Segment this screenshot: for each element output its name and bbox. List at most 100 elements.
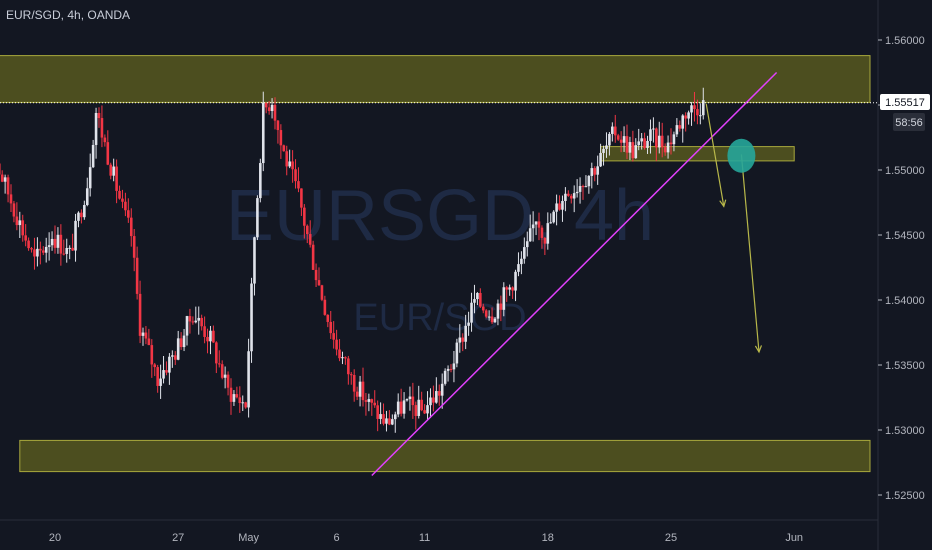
candle-body — [643, 138, 646, 148]
candle-body — [364, 400, 368, 402]
candle-body — [288, 161, 291, 167]
time-axis[interactable]: 20 27 May 6 11 18 25 Jun — [49, 532, 803, 544]
candle-body — [65, 247, 69, 254]
candle-body — [12, 203, 16, 217]
candle-body — [693, 105, 696, 110]
candle-body — [21, 220, 25, 236]
candle-body — [124, 201, 127, 211]
zone-support — [19, 439, 871, 473]
candle-body — [528, 228, 532, 242]
candle-body — [684, 115, 687, 119]
candle-body — [103, 137, 107, 143]
candle-body — [663, 147, 667, 153]
candle-body — [203, 326, 206, 337]
candle-body — [681, 115, 685, 129]
candle-body — [414, 405, 418, 416]
candle-body — [602, 148, 605, 153]
time-tick-label: Jun — [785, 532, 803, 544]
candle-body — [440, 383, 444, 396]
candle-body — [0, 174, 4, 182]
candle-body — [699, 115, 702, 117]
candle-body — [197, 317, 201, 321]
candle-body — [455, 342, 459, 364]
candle-body — [520, 258, 523, 265]
candle-body — [537, 221, 541, 228]
candle-body — [405, 399, 409, 401]
candle-body — [127, 210, 130, 218]
candle-body — [264, 102, 268, 108]
projection-arrow-1 — [705, 103, 725, 207]
candle-body — [376, 405, 379, 419]
candle-body — [349, 374, 353, 376]
candle-body — [613, 126, 617, 136]
candle-body — [156, 367, 159, 386]
candle-body — [232, 394, 236, 402]
candle-body — [543, 237, 547, 244]
candle-body — [523, 247, 526, 259]
candle-body — [388, 418, 391, 425]
candle-body — [115, 166, 118, 191]
candle-body — [584, 186, 588, 188]
candle-body — [109, 164, 113, 176]
candle-body — [420, 399, 423, 411]
candle-body — [56, 234, 60, 248]
candle-body — [15, 216, 19, 226]
price-tick-label: 1.53500 — [885, 360, 925, 372]
candle-body — [100, 118, 104, 138]
candle-body — [335, 339, 338, 350]
candle-body — [9, 194, 13, 204]
candle-body — [270, 104, 274, 112]
candle-body — [531, 224, 535, 229]
candle-body — [179, 338, 183, 348]
candle-body — [247, 351, 250, 408]
candle-body — [470, 302, 473, 323]
projection-arrowhead-1 — [719, 199, 727, 208]
candle-body — [619, 139, 623, 143]
candle-body — [452, 363, 456, 370]
candle-body — [185, 316, 189, 336]
candle-body — [27, 240, 30, 249]
candle-body — [317, 280, 321, 286]
price-tick-label: 1.53000 — [885, 425, 925, 437]
candle-body — [590, 168, 594, 176]
candle-body — [669, 142, 673, 145]
overlays-layer — [0, 71, 878, 477]
candle-body — [423, 410, 426, 414]
candle-body — [417, 399, 421, 416]
candle-body — [94, 112, 98, 145]
candle-body — [426, 405, 429, 414]
candle-body — [581, 186, 585, 188]
price-tick-label: 1.54500 — [885, 230, 925, 242]
candle-body — [611, 126, 614, 134]
candle-body — [646, 140, 649, 148]
candle-body — [493, 318, 497, 323]
candle-body — [649, 129, 652, 141]
candle-body — [217, 363, 221, 365]
candle-body — [690, 105, 693, 113]
candle-body — [171, 355, 174, 357]
candle-body — [385, 418, 388, 424]
candle-body — [461, 337, 465, 342]
candle-body — [53, 238, 57, 248]
candle-body — [429, 397, 432, 406]
candle-body — [652, 128, 655, 130]
candle-body — [449, 368, 453, 370]
time-tick-label: 11 — [419, 532, 430, 544]
candle-body — [358, 381, 362, 397]
candle-body — [279, 130, 283, 146]
candle-body — [505, 287, 509, 290]
candle-body — [159, 378, 162, 386]
last-price-value: 1.55517 — [885, 97, 925, 109]
candle-body — [558, 203, 561, 210]
zone-resistance — [0, 55, 871, 103]
candle-body — [41, 250, 45, 253]
candle-body — [458, 337, 462, 343]
candle-body — [147, 338, 151, 346]
price-tick-label: 1.55000 — [885, 165, 925, 177]
candle-body — [215, 342, 218, 364]
price-tick-label: 1.56000 — [885, 35, 925, 47]
candle-body — [212, 330, 215, 343]
time-tick-label: 20 — [49, 532, 61, 544]
candle-body — [616, 135, 620, 140]
